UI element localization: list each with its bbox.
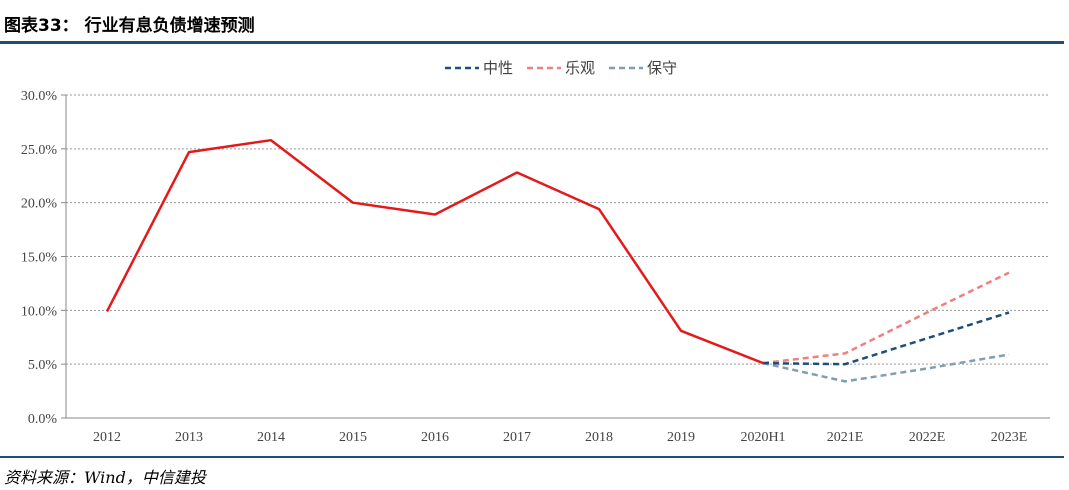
top-rule (0, 41, 1064, 44)
x-tick-label: 2014 (257, 430, 285, 445)
series-line-实际 (105, 138, 764, 365)
y-axis-ticks: 0.0% 5.0% 10.0% 15.0% 20.0% 25.0% 30.0% (21, 89, 66, 427)
x-tick-label: 2022E (909, 430, 946, 445)
series-line-乐观 (762, 271, 1010, 365)
x-tick-label: 2016 (421, 430, 449, 445)
x-tick-label: 2021E (827, 430, 864, 445)
series-line-保守 (762, 353, 1010, 383)
x-tick-label: 2017 (503, 430, 531, 445)
x-axis-ticks: 2012 2013 2014 2015 2016 2017 2018 2019 2020H1 20… (93, 430, 1027, 445)
x-tick-label: 2019 (667, 430, 695, 445)
series-line-中性 (762, 311, 1010, 366)
x-tick-label: 2012 (93, 430, 121, 445)
x-tick-label: 2015 (339, 430, 367, 445)
y-tick-label: 0.0% (28, 412, 58, 427)
bottom-rule (0, 456, 1064, 458)
y-tick-label: 10.0% (21, 304, 58, 319)
x-tick-label: 2018 (585, 430, 613, 445)
legend-label-中性: 中性 (483, 59, 513, 77)
y-tick-label: 25.0% (21, 143, 58, 158)
legend-label-保守: 保守 (647, 59, 677, 77)
figure-title: 图表33： 行业有息负债增速预测 (4, 16, 255, 36)
x-tick-label: 2013 (175, 430, 203, 445)
legend: 中性 乐观 保守 (445, 59, 677, 77)
legend-label-乐观: 乐观 (565, 59, 595, 77)
x-tick-label: 2023E (991, 430, 1028, 445)
y-tick-label: 30.0% (21, 89, 58, 104)
y-tick-label: 15.0% (21, 251, 58, 266)
series-lines (105, 138, 1010, 383)
y-tick-label: 5.0% (28, 358, 58, 373)
source-note: 资料来源：Wind，中信建投 (4, 468, 206, 487)
y-tick-label: 20.0% (21, 197, 58, 212)
x-tick-label: 2020H1 (740, 430, 785, 445)
grid-lines (66, 94, 1050, 365)
